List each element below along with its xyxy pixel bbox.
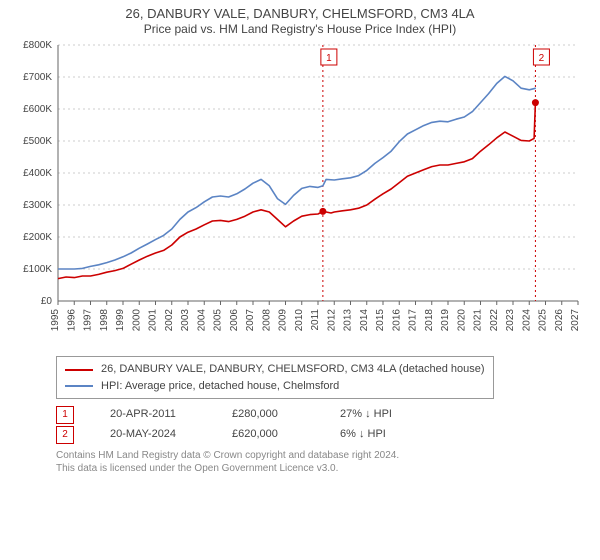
transactions-table: 1 20-APR-2011 £280,000 27% ↓ HPI 2 20-MAY-202…	[56, 405, 586, 445]
svg-text:2026: 2026	[554, 309, 565, 332]
svg-text:2011: 2011	[310, 309, 321, 331]
svg-text:£400K: £400K	[23, 168, 52, 179]
svg-text:2019: 2019	[440, 309, 451, 332]
svg-text:2027: 2027	[570, 309, 581, 332]
svg-text:2010: 2010	[294, 309, 305, 332]
footnote-line-1: Contains HM Land Registry data © Crown c…	[56, 449, 586, 463]
svg-text:2004: 2004	[196, 309, 207, 332]
transaction-badge: 1	[56, 406, 74, 424]
legend-item: HPI: Average price, detached house, Chel…	[65, 378, 485, 395]
svg-text:2021: 2021	[473, 309, 484, 332]
price-chart: £0 £100K £200K £300K £400K £500K £600K £700K £80…	[14, 39, 586, 354]
svg-text:£0: £0	[41, 296, 53, 307]
svg-text:2025: 2025	[538, 309, 549, 332]
legend-item: 26, DANBURY VALE, DANBURY, CHELMSFORD, C…	[65, 361, 485, 378]
svg-text:2006: 2006	[229, 309, 240, 332]
footnote: Contains HM Land Registry data © Crown c…	[56, 449, 586, 476]
svg-text:£300K: £300K	[23, 200, 52, 211]
svg-text:2002: 2002	[164, 309, 175, 332]
svg-text:2017: 2017	[408, 309, 419, 332]
svg-text:2014: 2014	[359, 309, 370, 332]
transaction-badge: 2	[56, 426, 74, 444]
svg-text:2005: 2005	[213, 309, 224, 332]
svg-text:1995: 1995	[50, 309, 61, 332]
chart-svg: £0 £100K £200K £300K £400K £500K £600K £700K £80…	[14, 39, 586, 349]
svg-text:2000: 2000	[131, 309, 142, 332]
svg-text:2009: 2009	[278, 309, 289, 332]
transaction-row: 2 20-MAY-2024 £620,000 6% ↓ HPI	[56, 425, 586, 445]
svg-text:2: 2	[539, 53, 545, 64]
svg-text:2007: 2007	[245, 309, 256, 332]
legend-label: 26, DANBURY VALE, DANBURY, CHELMSFORD, C…	[101, 361, 485, 378]
svg-text:1999: 1999	[115, 309, 126, 332]
svg-text:2024: 2024	[521, 309, 532, 332]
svg-text:£700K: £700K	[23, 72, 52, 83]
svg-text:£800K: £800K	[23, 40, 52, 51]
svg-text:2003: 2003	[180, 309, 191, 332]
transaction-date: 20-MAY-2024	[110, 425, 196, 445]
transaction-delta: 27% ↓ HPI	[340, 405, 430, 425]
svg-text:1: 1	[326, 53, 332, 64]
svg-text:2013: 2013	[343, 309, 354, 332]
svg-text:2020: 2020	[456, 309, 467, 332]
svg-text:£100K: £100K	[23, 264, 52, 275]
transaction-date: 20-APR-2011	[110, 405, 196, 425]
svg-text:2018: 2018	[424, 309, 435, 332]
svg-text:2008: 2008	[261, 309, 272, 332]
svg-text:2016: 2016	[391, 309, 402, 332]
svg-text:2015: 2015	[375, 309, 386, 332]
svg-text:£200K: £200K	[23, 232, 52, 243]
svg-text:1997: 1997	[83, 309, 94, 332]
legend-label: HPI: Average price, detached house, Chel…	[101, 378, 339, 395]
svg-text:2023: 2023	[505, 309, 516, 332]
transaction-row: 1 20-APR-2011 £280,000 27% ↓ HPI	[56, 405, 586, 425]
svg-text:1998: 1998	[99, 309, 110, 332]
svg-text:2001: 2001	[148, 309, 159, 332]
legend-swatch	[65, 369, 93, 371]
page-subtitle: Price paid vs. HM Land Registry's House …	[14, 22, 586, 37]
legend-swatch	[65, 385, 93, 387]
svg-text:2012: 2012	[326, 309, 337, 332]
transaction-delta: 6% ↓ HPI	[340, 425, 430, 445]
legend: 26, DANBURY VALE, DANBURY, CHELMSFORD, C…	[56, 356, 494, 399]
page-title: 26, DANBURY VALE, DANBURY, CHELMSFORD, C…	[14, 6, 586, 22]
footnote-line-2: This data is licensed under the Open Gov…	[56, 462, 586, 476]
svg-text:2022: 2022	[489, 309, 500, 332]
svg-text:£600K: £600K	[23, 104, 52, 115]
transaction-price: £280,000	[232, 405, 304, 425]
svg-text:1996: 1996	[66, 309, 77, 332]
transaction-price: £620,000	[232, 425, 304, 445]
svg-text:£500K: £500K	[23, 136, 52, 147]
